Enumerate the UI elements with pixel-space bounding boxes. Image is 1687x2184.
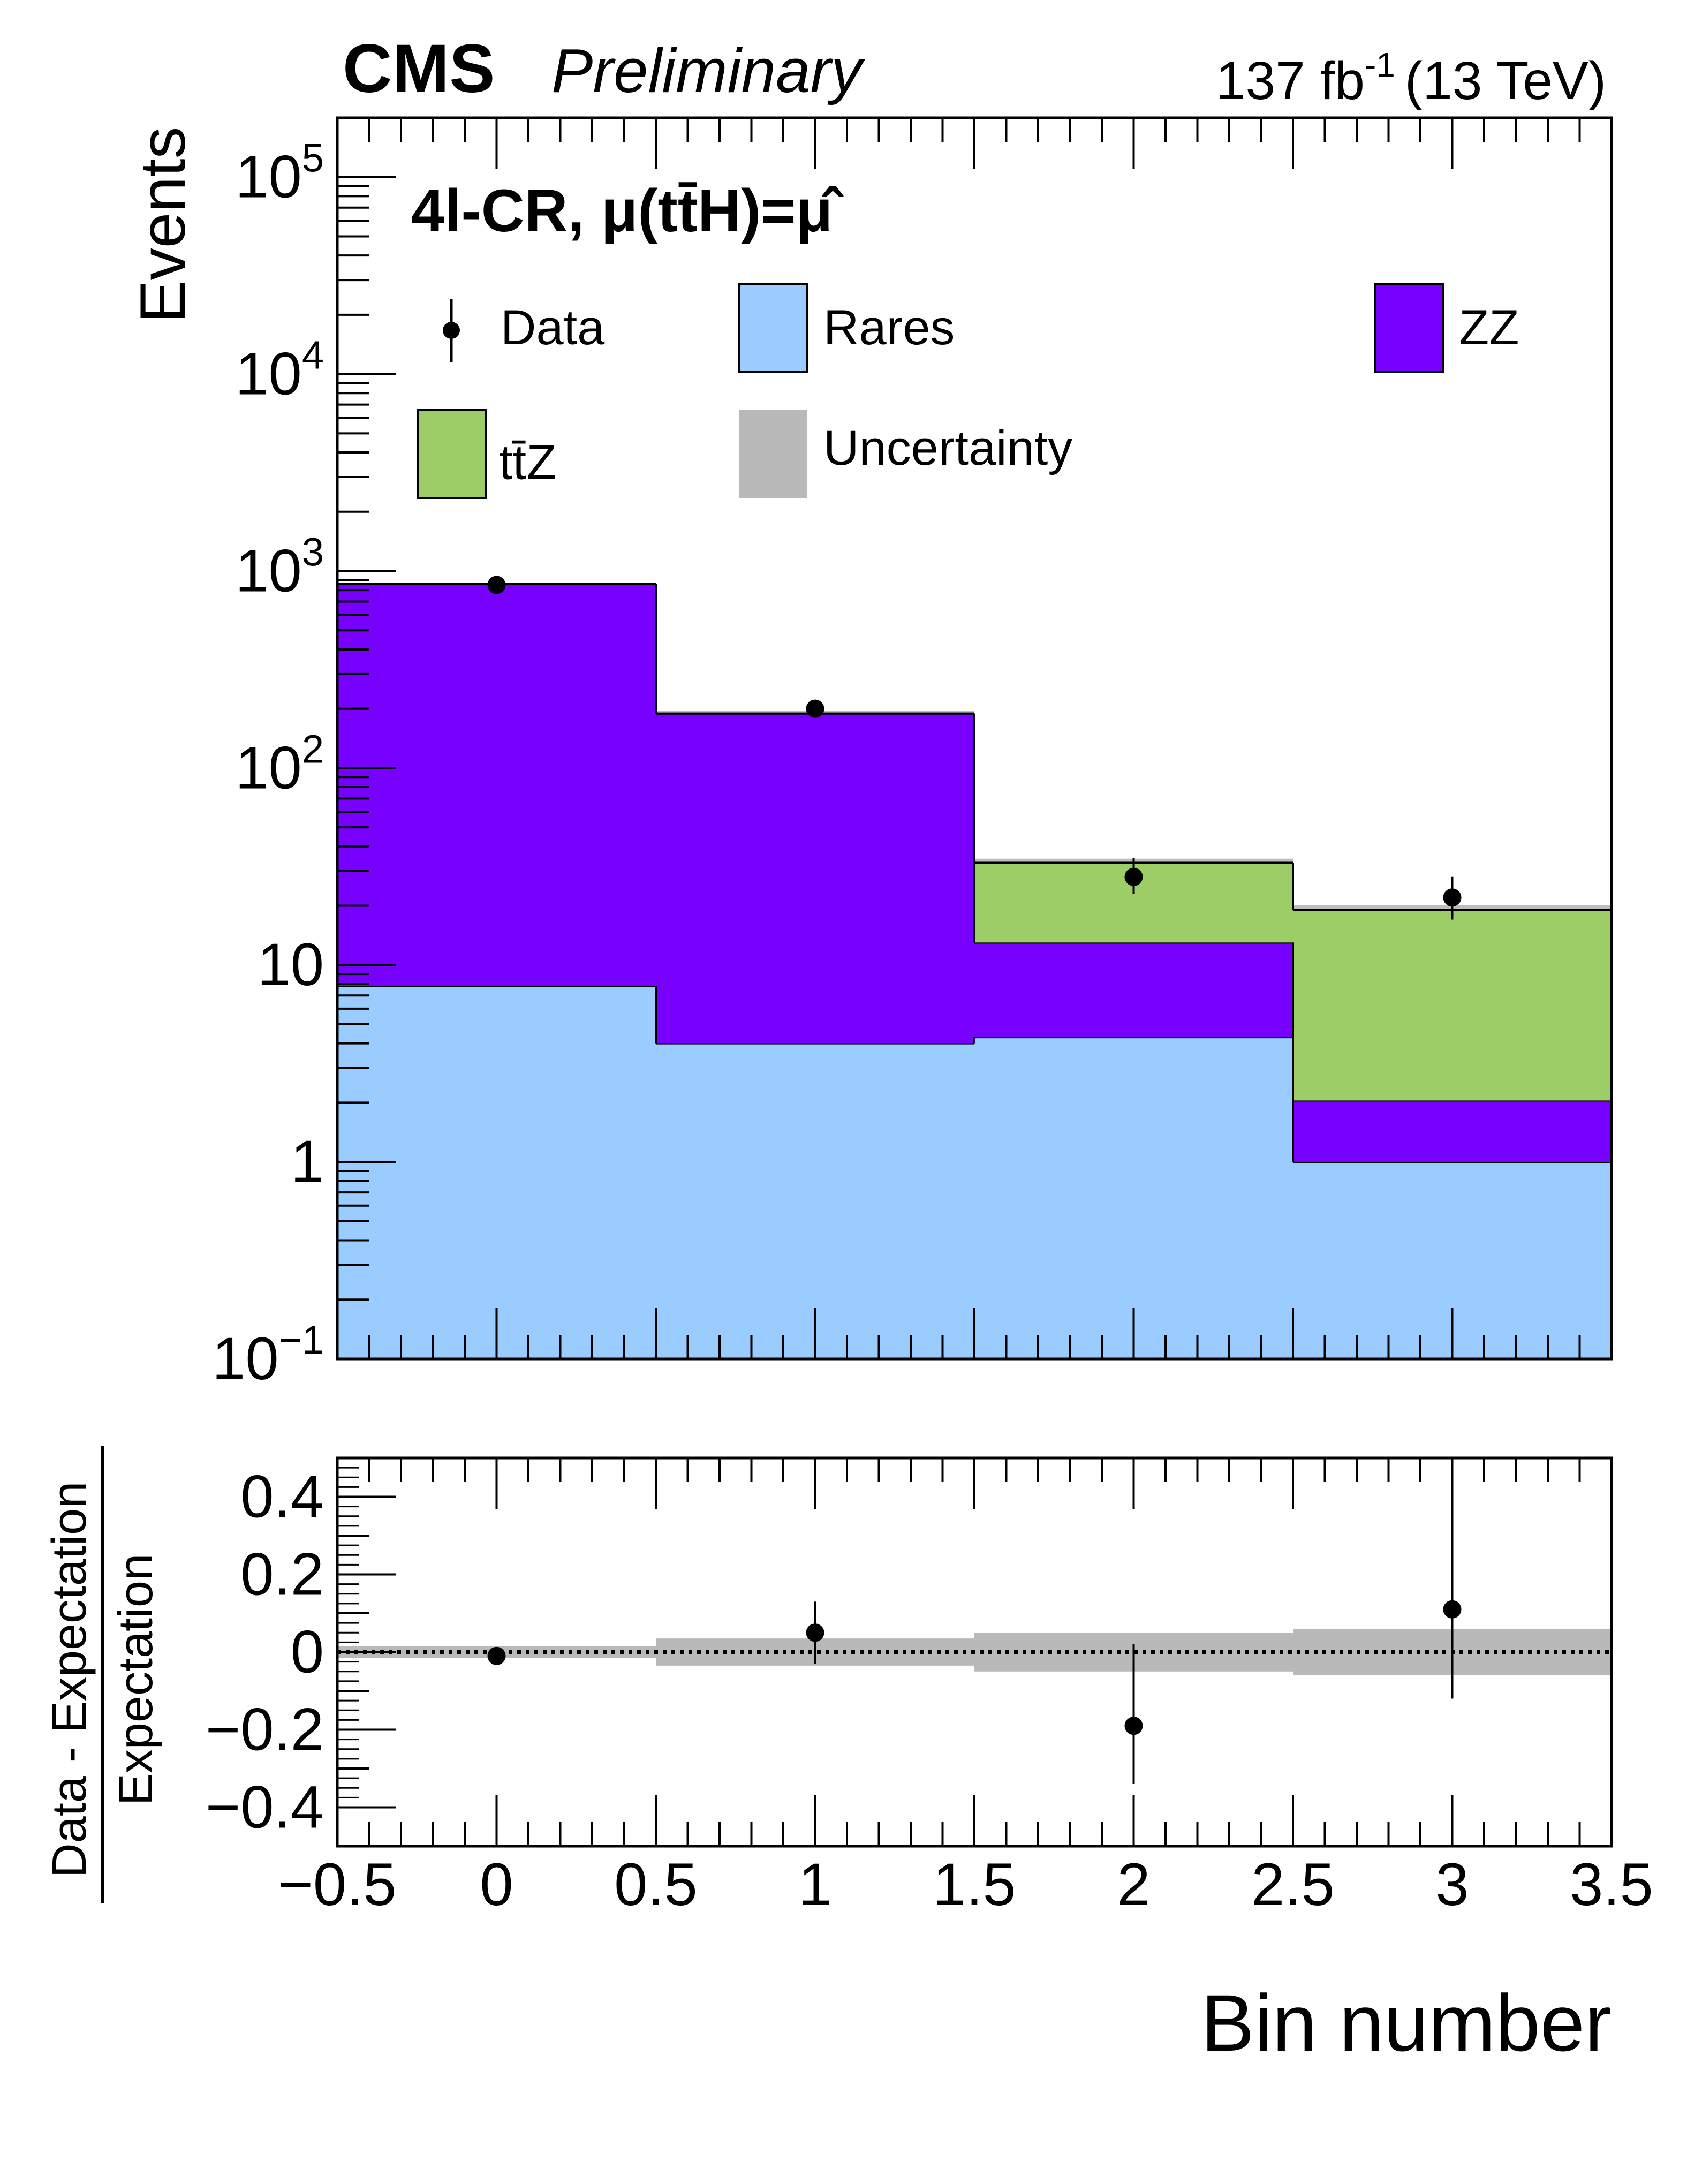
ratio-y-title-denominator: Expectation: [109, 1554, 163, 1805]
bar-zz-bin3: [1293, 1100, 1612, 1162]
lumi-base: 137 fb: [1216, 51, 1365, 111]
x-tick-label: 2.5: [1251, 1851, 1335, 1918]
y-tick-label: 104: [235, 333, 324, 407]
legend-rares: Rares: [738, 283, 955, 373]
legend: Data Rares ZZ tt̄Z Uncertainty: [417, 283, 1519, 499]
y-tick-label-exponent: −1: [279, 1318, 324, 1362]
ratio-y-tick-label: 0.2: [240, 1541, 324, 1608]
legend-ttz-label: tt̄Z: [499, 435, 556, 490]
ratio-point-bin0: [487, 1646, 506, 1665]
lumi-exponent: -1: [1365, 46, 1395, 84]
data-points: [487, 576, 1462, 920]
ratio-y-tick-label: −0.4: [206, 1774, 324, 1841]
y-tick-label-base: 10: [235, 341, 302, 407]
y-tick-label-base: 10: [235, 537, 302, 604]
x-tick-label: 0.5: [614, 1851, 698, 1918]
legend-data: Data: [443, 299, 605, 362]
ratio-y-tick-label: 0.4: [240, 1463, 324, 1530]
legend-uncertainty-label: Uncertainty: [823, 421, 1072, 475]
y-tick-label-base: 1: [291, 1128, 324, 1195]
y-tick-label: 1: [291, 1128, 324, 1195]
x-tick-label: 1: [798, 1851, 831, 1918]
ratio-point-bin1: [806, 1623, 824, 1642]
y-tick-label-exponent: 2: [302, 727, 324, 771]
y-tick-label: 105: [235, 136, 324, 210]
data-point-bin3: [1443, 888, 1462, 907]
ratio-y-title: Data - Expectation Expectation: [43, 1446, 163, 1903]
x-tick-label: 3: [1435, 1851, 1469, 1918]
ratio-y-tick-label: −0.2: [206, 1696, 324, 1763]
cms-label: CMS: [343, 31, 495, 107]
y-tick-label-base: 10: [235, 143, 302, 210]
lumi-label: 137 fb-1 (13 TeV): [1216, 46, 1606, 111]
legend-uncertainty-swatch: [739, 410, 807, 498]
legend-zz: ZZ: [1374, 283, 1519, 373]
bar-rares-bin0: [337, 986, 656, 1359]
x-tick-label: 0: [480, 1851, 513, 1918]
bar-zz-bin2: [974, 942, 1293, 1038]
x-tick-label: −0.5: [278, 1851, 396, 1918]
bar-zz-bin1: [656, 713, 974, 1044]
bar-ttz-bin3: [1293, 910, 1612, 1101]
y-tick-label-exponent: 5: [302, 136, 324, 180]
bar-rares-bin2: [974, 1037, 1293, 1359]
y-tick-label: 102: [235, 727, 324, 801]
y-axis-title: Events: [127, 127, 199, 323]
y-tick-label: 10: [257, 931, 324, 998]
y-tick-label-exponent: 4: [302, 333, 324, 377]
preliminary-label: Preliminary: [551, 36, 865, 105]
x-tick-label: 2: [1117, 1851, 1150, 1918]
ratio-point-bin2: [1124, 1717, 1143, 1735]
legend-uncertainty: Uncertainty: [739, 410, 1072, 498]
ratio-axes: 0.4 0.2 0 −0.2 −0.4 −0.5 0 0.5 1 1.5 2 2.5 3 3.5: [206, 1456, 1653, 1918]
legend-zz-swatch: [1374, 283, 1444, 373]
x-tick-label: 1.5: [933, 1851, 1016, 1918]
ratio-y-tick-label: 0: [291, 1619, 324, 1686]
y-tick-label-base: 10: [212, 1325, 279, 1392]
ratio-points: [487, 1481, 1462, 1784]
ratio-point-bin3: [1443, 1600, 1462, 1619]
region-label: 4l-CR, μ(tt̄H)=μ̂: [411, 177, 844, 244]
bar-rares-bin1: [656, 1043, 974, 1359]
stack-histogram: [337, 583, 1612, 1359]
legend-zz-label: ZZ: [1459, 300, 1519, 355]
legend-data-marker: [443, 322, 460, 339]
bar-zz-bin0: [337, 584, 656, 986]
ratio-y-title-numerator: Data - Expectation: [43, 1482, 96, 1878]
y-tick-label-base: 10: [257, 931, 324, 998]
energy-label: (13 TeV): [1405, 51, 1606, 111]
y-tick-label-base: 10: [235, 734, 302, 801]
legend-rares-label: Rares: [823, 300, 955, 355]
legend-rares-swatch: [738, 283, 808, 373]
x-tick-label: 3.5: [1570, 1851, 1653, 1918]
y-tick-label: 10−1: [212, 1318, 324, 1392]
legend-ttz-swatch: [417, 409, 487, 499]
data-point-bin1: [806, 699, 824, 718]
x-axis-title: Bin number: [1201, 1978, 1612, 2068]
data-point-bin2: [1124, 867, 1143, 886]
legend-ttz: tt̄Z: [417, 409, 556, 499]
y-tick-label-exponent: 3: [302, 530, 324, 574]
legend-data-label: Data: [501, 300, 605, 355]
data-point-bin0: [487, 576, 506, 594]
y-tick-label: 103: [235, 530, 324, 604]
